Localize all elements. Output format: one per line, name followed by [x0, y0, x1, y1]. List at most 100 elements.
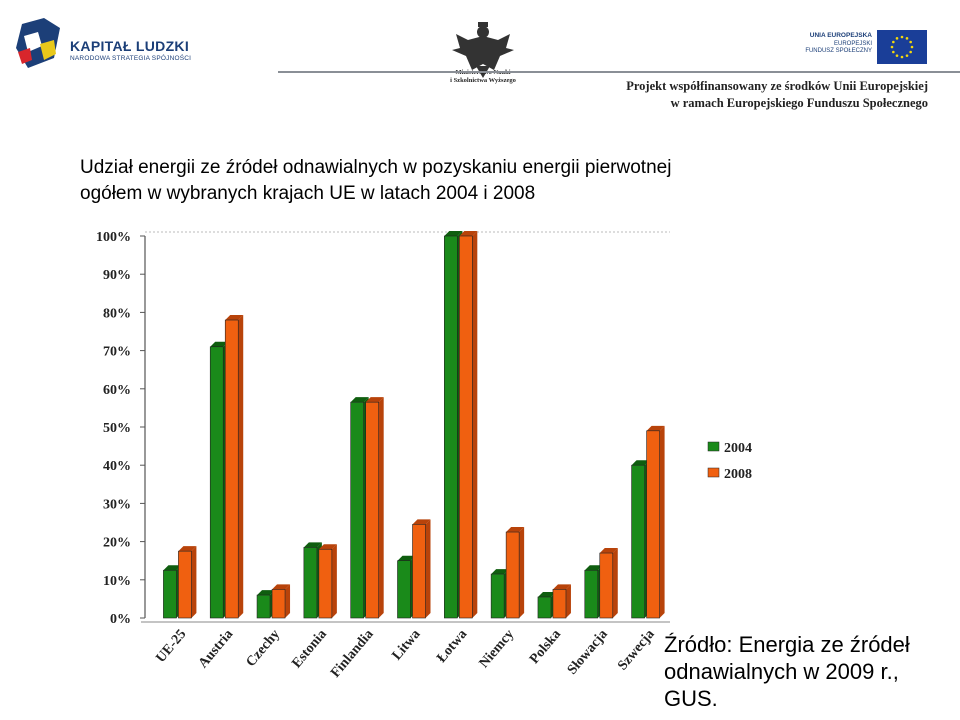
- bar-side-2008: [331, 544, 337, 618]
- source-note: Źródło: Energia ze źródeł odnawialnych w…: [664, 631, 954, 712]
- bar-top-2004: [584, 565, 603, 571]
- bar-2004: [584, 569, 599, 619]
- slide-title-line1: Udział energii ze źródeł odnawialnych w …: [80, 157, 672, 178]
- bar-2008: [552, 589, 567, 619]
- logo-star-red: [18, 48, 32, 64]
- eu-star: [892, 40, 895, 44]
- bar-top-2008: [646, 425, 665, 431]
- logo-star-yellow: [40, 40, 56, 60]
- bar-side-2008: [565, 584, 571, 618]
- eu-label-line2: EUROPEJSKI: [833, 40, 872, 47]
- eu-label-line3: FUNDUSZ SPOŁECZNY: [805, 48, 872, 54]
- x-tick-label: Łotwa: [434, 627, 470, 666]
- y-tick-label: 40%: [103, 459, 131, 474]
- bar-2004: [444, 235, 458, 619]
- bar-2004: [209, 346, 224, 619]
- bar-top-2008: [552, 584, 571, 590]
- project-line2: w ramach Europejskiego Funduszu Społeczn…: [670, 96, 928, 110]
- x-tick-label: Szwecja: [615, 627, 657, 674]
- bar-2004: [256, 594, 271, 619]
- bar-2004: [397, 560, 411, 619]
- y-tick-label: 10%: [103, 574, 131, 589]
- eu-star: [890, 45, 894, 49]
- bar-2008: [318, 548, 333, 619]
- bar-2004: [631, 464, 645, 619]
- bar-2004: [163, 569, 177, 619]
- bar-2004: [303, 547, 318, 619]
- project-line1: Projekt współfinansowany ze środków Unii…: [626, 79, 928, 93]
- eu-star: [900, 35, 904, 39]
- bar-side-2008: [191, 546, 197, 618]
- y-tick-label: 30%: [103, 497, 131, 512]
- bar-top-2004: [257, 590, 276, 596]
- source-line3: GUS.: [664, 686, 718, 711]
- eu-star: [910, 45, 914, 49]
- legend-label-2004: 2004: [724, 441, 752, 456]
- bar-2008: [599, 552, 614, 619]
- bar-top-2008: [506, 527, 525, 533]
- bar-2004: [490, 573, 505, 619]
- legend-label-2008: 2008: [724, 467, 752, 482]
- bar-top-2004: [397, 555, 416, 561]
- x-tick-label: Niemcy: [477, 627, 517, 671]
- bar-top-2008: [225, 315, 244, 321]
- bar-2004: [537, 596, 552, 619]
- bar-top-2004: [350, 397, 369, 403]
- bar-side-2008: [612, 548, 618, 618]
- bar-top-2004: [444, 231, 463, 236]
- bar-top-2008: [412, 519, 431, 525]
- x-tick-label: Estonia: [289, 627, 329, 671]
- eu-star: [895, 54, 899, 57]
- bar-top-2008: [599, 548, 618, 554]
- bar-top-2004: [631, 460, 650, 466]
- project-cofinancing-note: Projekt współfinansowany ze środków Unii…: [620, 78, 928, 112]
- bar-side-2008: [378, 397, 384, 618]
- bar-side-2008: [659, 425, 665, 618]
- bar-top-2008: [318, 544, 337, 550]
- x-tick-label: Słowacja: [565, 627, 611, 678]
- slide-header: KAPITAŁ LUDZKI NARODOWA STRATEGIA SPÓJNO…: [0, 0, 960, 130]
- eu-star: [900, 55, 904, 59]
- y-tick-label: 20%: [103, 536, 131, 551]
- legend-swatch-2004: [707, 441, 720, 452]
- x-tick-label: Polska: [527, 627, 564, 667]
- legend-swatch-2008: [707, 467, 720, 478]
- eu-star: [895, 37, 899, 40]
- bar-top-2004: [303, 542, 322, 548]
- x-tick-label: Czechy: [244, 627, 283, 670]
- bar-side-2008: [519, 527, 525, 618]
- eu-star: [909, 40, 912, 44]
- bar-side-2008: [238, 315, 244, 618]
- bar-side-2008: [285, 584, 291, 618]
- logo-star-white: [24, 32, 42, 52]
- source-line2: odnawialnych w 2009 r.,: [664, 659, 899, 684]
- bar-top-2004: [491, 569, 510, 575]
- logo-subtitle: NARODOWA STRATEGIA SPÓJNOŚCI: [70, 55, 192, 62]
- y-tick-label: 0%: [110, 612, 131, 627]
- source-line1: Źródło: Energia ze źródeł: [664, 632, 910, 657]
- bar-2008: [505, 531, 520, 619]
- ministry-line2: i Szkolnictwa Wyższego: [450, 77, 516, 84]
- eu-label: UNIA EUROPEJSKA EUROPEJSKI FUNDUSZ SPOŁE…: [790, 32, 872, 56]
- bar-2008: [178, 550, 192, 619]
- bar-2008: [412, 524, 426, 619]
- bar-top-2008: [272, 584, 291, 590]
- bar-2008: [224, 319, 239, 619]
- bar-side-2008: [425, 519, 431, 618]
- eu-star: [892, 50, 895, 54]
- bar-top-2008: [178, 546, 197, 552]
- bar-top-2008: [365, 397, 384, 403]
- x-tick-label: UE-25: [153, 627, 189, 666]
- y-tick-label: 100%: [96, 230, 131, 245]
- bar-side-2008: [472, 231, 478, 618]
- bar-2008: [459, 235, 473, 619]
- eu-star: [905, 54, 909, 57]
- eu-label-line1: UNIA EUROPEJSKA: [809, 32, 872, 39]
- y-tick-label: 80%: [103, 306, 131, 321]
- y-tick-label: 70%: [103, 345, 131, 360]
- slide-title: Udział energii ze źródeł odnawialnych w …: [80, 155, 880, 207]
- x-tick-label: Finlandia: [328, 627, 377, 681]
- renewable-energy-bar-chart: 0% 10% 20% 30% 40% 50% 60% 70% 80% 90% 100% UE-25 Au…: [96, 230, 752, 681]
- eu-star: [905, 37, 909, 40]
- bar-top-2008: [459, 231, 478, 236]
